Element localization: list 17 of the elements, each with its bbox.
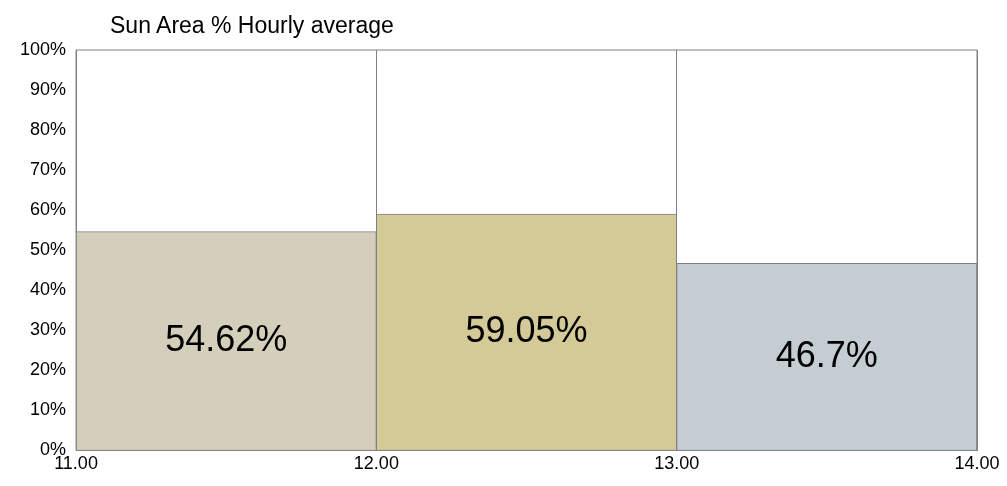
y-tick-label: 80%	[30, 119, 67, 140]
chart-title: Sun Area % Hourly average	[110, 12, 394, 39]
y-tick-label: 100%	[19, 38, 67, 59]
y-tick-label: 10%	[30, 399, 67, 420]
y-tick-label: 40%	[30, 279, 67, 300]
y-tick-label: 30%	[30, 319, 67, 340]
x-tick-label: 14.00	[954, 453, 1000, 474]
data-label: 59.05%	[465, 309, 588, 351]
x-tick-label: 13.00	[654, 453, 700, 474]
y-tick-label: 70%	[30, 159, 67, 180]
data-label: 46.7%	[775, 333, 878, 375]
y-tick-label: 60%	[30, 199, 67, 220]
y-tick-label: 90%	[30, 79, 67, 100]
y-tick-label: 50%	[30, 239, 67, 260]
y-tick-label: 20%	[30, 359, 67, 380]
data-label: 54.62%	[165, 317, 288, 359]
x-tick-label: 12.00	[353, 453, 399, 474]
